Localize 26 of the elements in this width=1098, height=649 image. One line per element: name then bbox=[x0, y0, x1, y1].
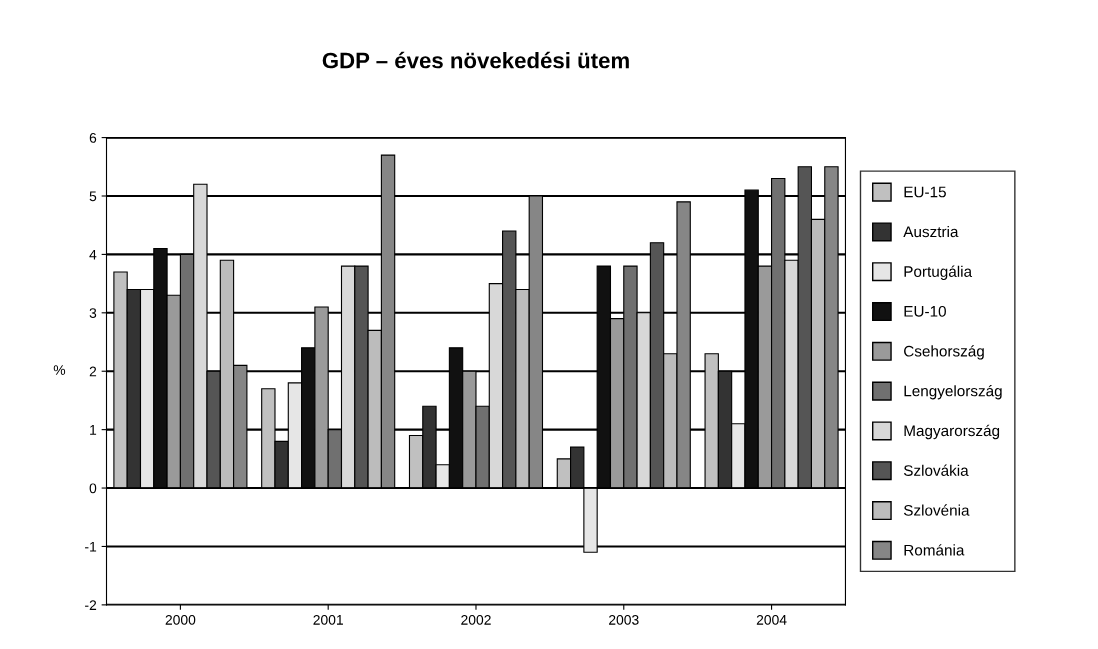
legend-label: Portugália bbox=[904, 265, 973, 280]
y-tick-label: 2 bbox=[89, 366, 97, 377]
y-tick-label: 4 bbox=[89, 249, 97, 260]
legend-label: Lengyelország bbox=[904, 384, 1002, 400]
y-tick-label: 5 bbox=[89, 191, 97, 202]
x-tick-label: 2000 bbox=[165, 614, 196, 625]
legend-label: Ausztria bbox=[903, 225, 959, 238]
legend-label: Szlovákia bbox=[903, 464, 969, 476]
chart-title: GDP – éves növekedési ütem bbox=[322, 51, 629, 69]
y-axis-title: % bbox=[53, 365, 66, 375]
x-tick-label: 2002 bbox=[461, 614, 491, 625]
legend-label: Csehország bbox=[904, 345, 984, 360]
legend-label: Szlovénia bbox=[903, 504, 970, 516]
y-tick-label: -2 bbox=[85, 600, 97, 610]
y-tick-label: -1 bbox=[85, 541, 97, 552]
legend-label: Románia bbox=[904, 544, 965, 556]
y-tick-label: 1 bbox=[90, 425, 97, 435]
legend-label: EU-15 bbox=[904, 186, 946, 198]
x-tick-label: 2004 bbox=[756, 614, 787, 625]
x-tick-label: 2003 bbox=[609, 614, 639, 625]
legend-label: EU-10 bbox=[904, 305, 946, 317]
y-tick-label: 0 bbox=[89, 483, 97, 494]
y-tick-label: 6 bbox=[89, 132, 97, 143]
x-tick-label: 2001 bbox=[313, 614, 343, 625]
y-tick-label: 3 bbox=[89, 308, 97, 318]
legend-label: Magyarország bbox=[904, 424, 1000, 440]
